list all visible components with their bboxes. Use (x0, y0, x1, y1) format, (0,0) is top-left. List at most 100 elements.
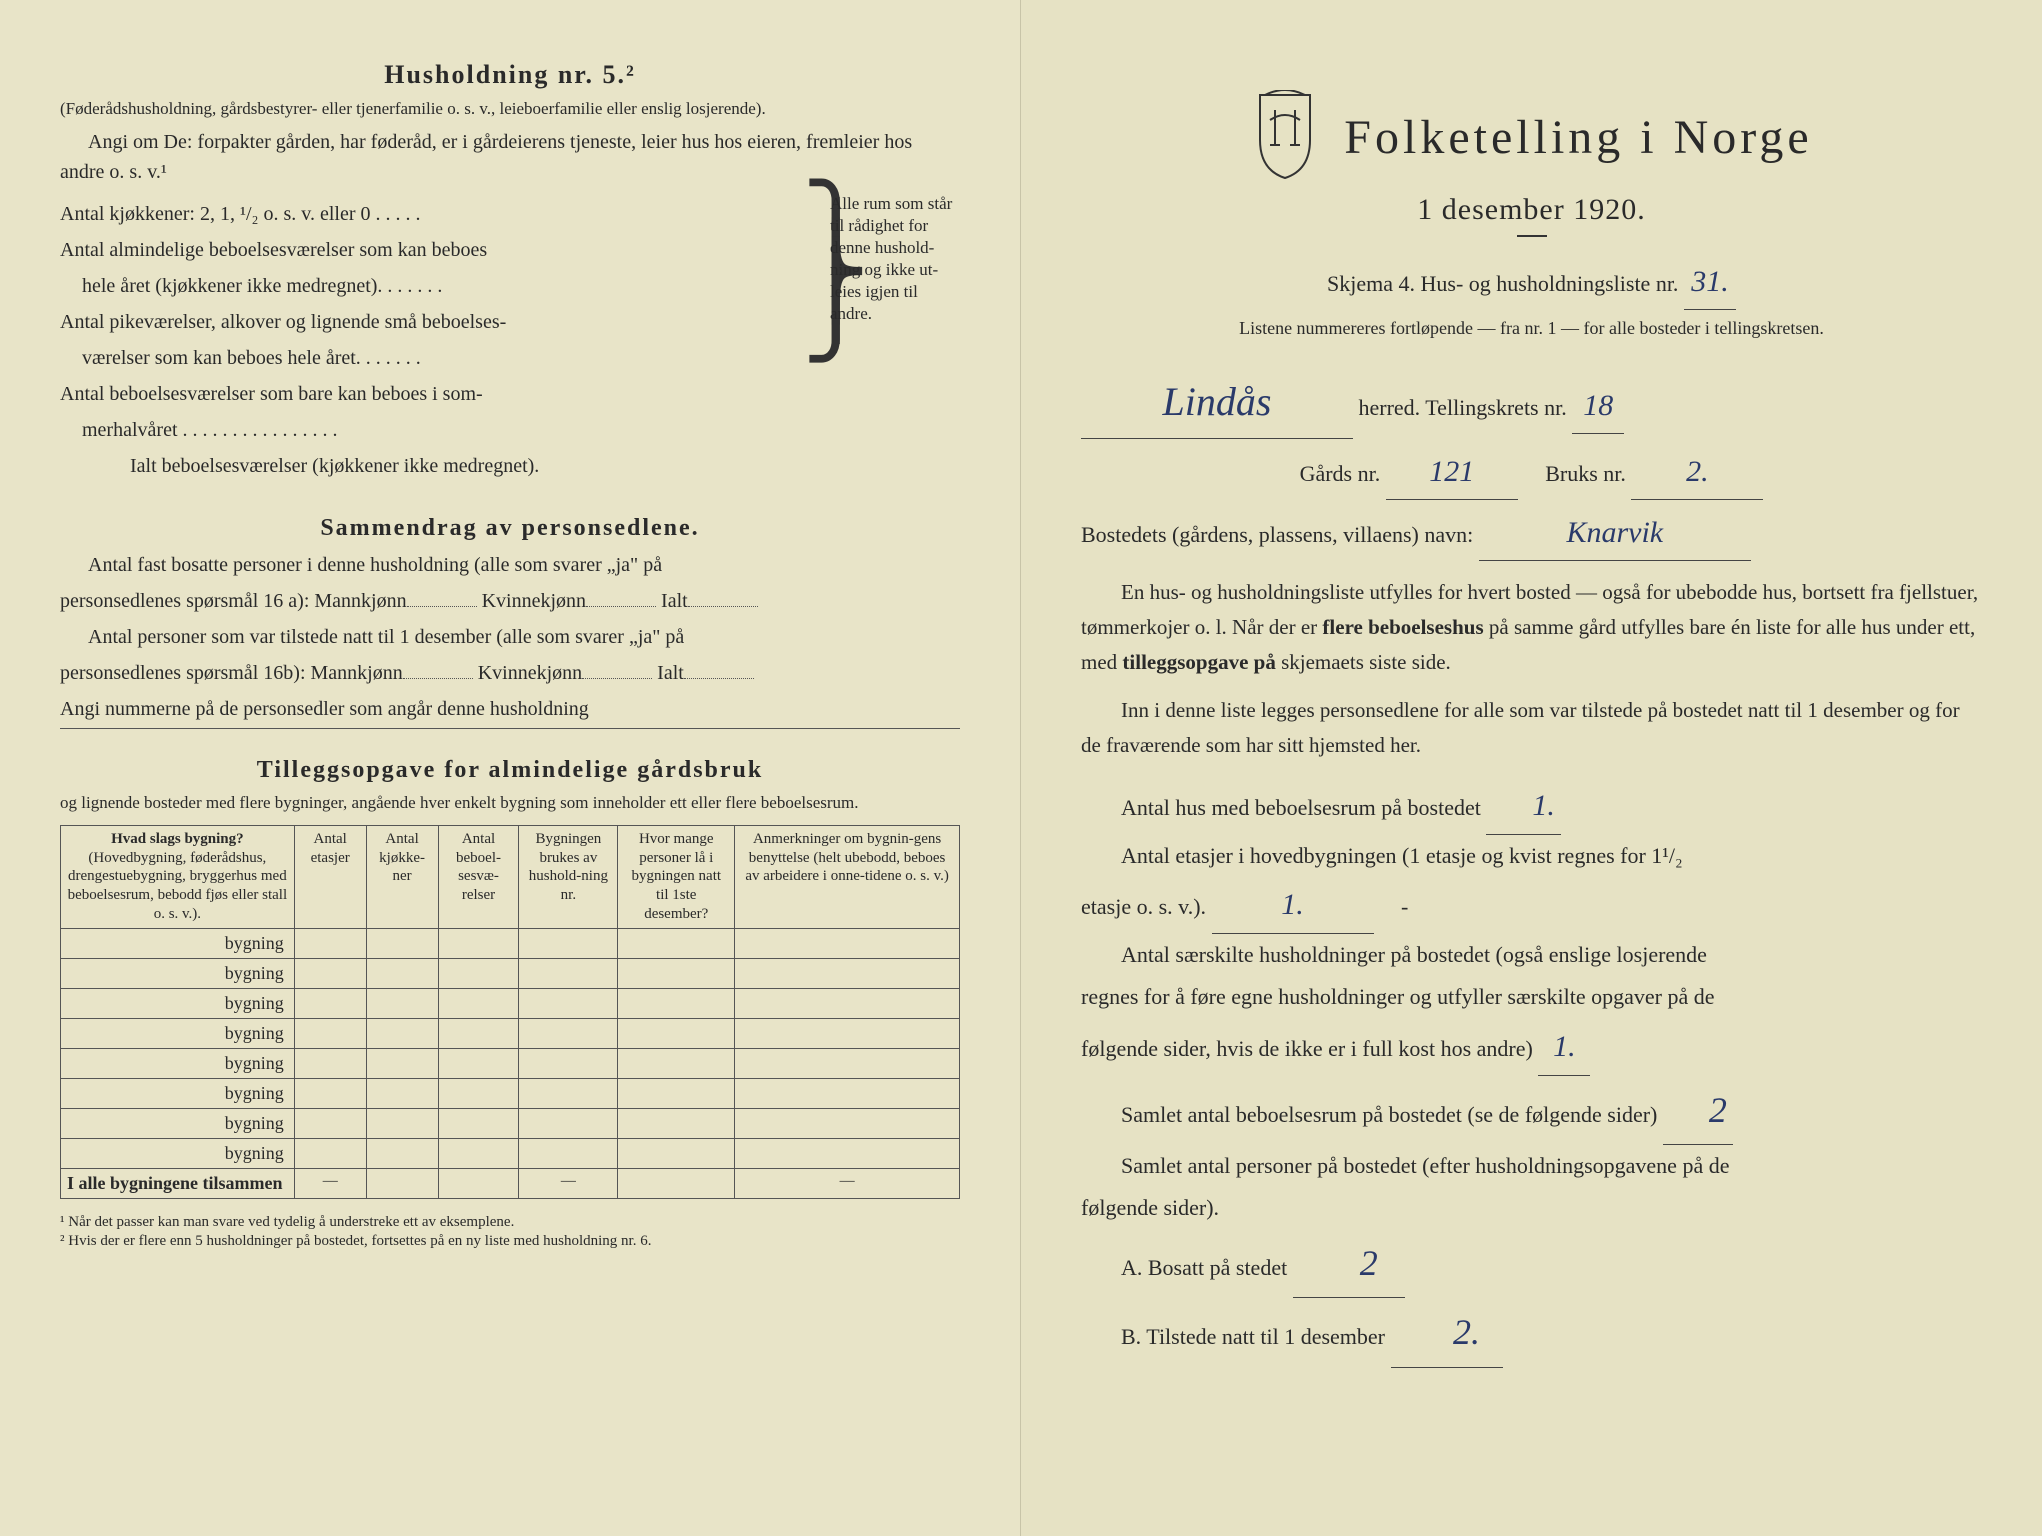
q2b: etasje o. s. v.). (1081, 894, 1206, 919)
sum2b: personsedlenes spørsmål 16b): Mannkjønn (60, 662, 403, 684)
q2b-line: etasje o. s. v.). 1. - (1081, 876, 1982, 934)
table-row: bygning (61, 1048, 960, 1078)
th1sub: (Hovedbygning, føderådshus, drengestueby… (68, 850, 288, 922)
th3: Antal kjøkke-ner (366, 825, 438, 928)
gards-line: Gårds nr. 121 Bruks nr. 2. (1081, 445, 1982, 500)
qA-label: A. Bosatt på stedet (1121, 1255, 1287, 1280)
q1: Antal hus med beboelsesrum på bostedet 1… (1081, 777, 1982, 835)
fn1: ¹ Når det passer kan man svare ved tydel… (60, 1213, 960, 1233)
sum2d: Ialt (657, 662, 684, 684)
left-page: Husholdning nr. 5.² (Føderådshusholdning… (0, 0, 1021, 1536)
skjema-line: Skjema 4. Hus- og husholdningsliste nr. … (1081, 255, 1982, 310)
rooms-l2a: Antal almindelige beboelsesværelser som … (60, 235, 802, 265)
q4-line: Samlet antal beboelsesrum på bostedet (s… (1081, 1076, 1982, 1145)
th7: Anmerkninger om bygnin-gens benyttelse (… (735, 825, 960, 928)
list-note: Listene nummereres fortløpende — fra nr.… (1081, 316, 1982, 340)
sum2a: Antal personer som var tilstede natt til… (60, 622, 960, 652)
census-date: 1 desember 1920. (1081, 193, 1982, 227)
q1-label: Antal hus med beboelsesrum på bostedet (1121, 795, 1481, 820)
q3c: følgende sider, hvis de ikke er i full k… (1081, 1036, 1533, 1061)
q2a: Antal etasjer i hovedbygningen (1 etasje… (1081, 835, 1982, 877)
qA-value: 2 (1293, 1229, 1405, 1298)
sum3: Angi nummerne på de personsedler som ang… (60, 694, 960, 729)
summary-title: Sammendrag av personsedlene. (60, 515, 960, 542)
bruks-nr: 2. (1631, 445, 1763, 500)
q2-value: 1. (1212, 876, 1374, 934)
q5b: følgende sider). (1081, 1187, 1982, 1229)
table-row: bygning (61, 988, 960, 1018)
th2: Antal etasjer (294, 825, 366, 928)
bosted-line: Bostedets (gårdens, plassens, villaens) … (1081, 506, 1982, 561)
sub-note-2: Angi om De: forpakter gården, har føderå… (60, 127, 960, 187)
th4: Antal beboel-sesvæ-relser (438, 825, 519, 928)
rooms-total: Ialt beboelsesværelser (kjøkkener ikke m… (60, 451, 802, 481)
sum1b: personsedlenes spørsmål 16 a): Mannkjønn (60, 590, 407, 612)
sub-note-1: (Føderådshusholdning, gårdsbestyrer- ell… (60, 98, 960, 121)
q5a: Samlet antal personer på bostedet (efter… (1081, 1145, 1982, 1187)
main-title: Folketelling i Norge (1344, 110, 1812, 165)
q4-value: 2 (1663, 1076, 1733, 1145)
household-heading: Husholdning nr. 5.² (60, 60, 960, 90)
table-row: bygning (61, 1108, 960, 1138)
qB-line: B. Tilstede natt til 1 desember 2. (1081, 1298, 1982, 1367)
coat-of-arms-icon (1250, 90, 1320, 185)
total-label: I alle bygningene tilsammen (61, 1168, 295, 1198)
krets-nr: 18 (1572, 379, 1624, 434)
building-table: Hvad slags bygning? (Hovedbygning, føderå… (60, 825, 960, 1199)
rooms-block: Antal kjøkkener: 2, 1, ¹/₂ o. s. v. elle… (60, 193, 960, 487)
divider (1517, 235, 1547, 237)
list-nr: 31. (1684, 255, 1736, 310)
para1: En hus- og husholdningsliste utfylles fo… (1081, 575, 1982, 679)
rooms-l3a: Antal pikeværelser, alkover og lignende … (60, 307, 802, 337)
qA-line: A. Bosatt på stedet 2 (1081, 1229, 1982, 1298)
tillegg-title: Tilleggsopgave for almindelige gårdsbruk (60, 757, 960, 784)
q3a: Antal særskilte husholdninger på bostede… (1081, 934, 1982, 976)
bosted-name: Knarvik (1479, 506, 1751, 561)
gards-nr: 121 (1386, 445, 1518, 500)
brace-text: Alle rum som står til rådighet for denne… (824, 193, 960, 487)
table-row: bygning (61, 1018, 960, 1048)
sum1-line: personsedlenes spørsmål 16 a): Mannkjønn… (60, 586, 960, 616)
rooms-l4a: Antal beboelsesværelser som bare kan beb… (60, 379, 802, 409)
bruks-label: Bruks nr. (1545, 461, 1626, 486)
rooms-l1: Antal kjøkkener: 2, 1, ¹/₂ o. s. v. elle… (60, 199, 802, 229)
right-page: Folketelling i Norge 1 desember 1920. Sk… (1021, 0, 2042, 1536)
th6: Hvor mange personer lå i bygningen natt … (618, 825, 735, 928)
table-row: bygning (61, 1078, 960, 1108)
rooms-l2b: hele året (kjøkkener ikke medregnet). . … (60, 271, 802, 301)
title-block: Folketelling i Norge 1 desember 1920. (1081, 90, 1982, 237)
skjema-label: Skjema 4. Hus- og husholdningsliste nr. (1327, 271, 1678, 296)
th5: Bygningen brukes av hushold-ning nr. (519, 825, 618, 928)
brace-icon: ⎫⎪⎬⎪⎭ (802, 193, 824, 487)
document-spread: Husholdning nr. 5.² (Føderådshusholdning… (0, 0, 2042, 1536)
sum1a: Antal fast bosatte personer i denne hush… (60, 550, 960, 580)
tillegg-sub: og lignende bosteder med flere bygninger… (60, 792, 960, 815)
rooms-l4b: merhalvåret . . . . . . . . . . . . . . … (60, 415, 802, 445)
gards-label: Gårds nr. (1300, 461, 1381, 486)
rooms-l3b: værelser som kan beboes hele året. . . .… (60, 343, 802, 373)
q3c-line: følgende sider, hvis de ikke er i full k… (1081, 1018, 1982, 1076)
para2: Inn i denne liste legges personsedlene f… (1081, 693, 1982, 762)
q3-value: 1. (1538, 1018, 1590, 1076)
sum1c: Kvinnekjønn (482, 590, 586, 612)
table-row: bygning (61, 958, 960, 988)
qB-label: B. Tilstede natt til 1 desember (1121, 1324, 1385, 1349)
sum2c: Kvinnekjønn (478, 662, 582, 684)
sum1d: Ialt (661, 590, 688, 612)
q4-label: Samlet antal beboelsesrum på bostedet (s… (1121, 1102, 1657, 1127)
footnotes: ¹ Når det passer kan man svare ved tydel… (60, 1213, 960, 1252)
th1: Hvad slags bygning? (111, 831, 244, 847)
table-total-row: I alle bygningene tilsammen ——— (61, 1168, 960, 1198)
q3b: regnes for å føre egne husholdninger og … (1081, 976, 1982, 1018)
table-row: bygning (61, 1138, 960, 1168)
herred-line: Lindås herred. Tellingskrets nr. 18 (1081, 366, 1982, 439)
fn2: ² Hvis der er flere enn 5 husholdninger … (60, 1232, 960, 1252)
table-header-row: Hvad slags bygning? (Hovedbygning, føderå… (61, 825, 960, 928)
herred-label: herred. Tellingskrets nr. (1359, 395, 1567, 420)
qB-value: 2. (1391, 1298, 1503, 1367)
herred-value: Lindås (1081, 366, 1353, 439)
q1-value: 1. (1486, 777, 1561, 835)
table-row: bygning (61, 928, 960, 958)
sum2-line: personsedlenes spørsmål 16b): Mannkjønn … (60, 658, 960, 688)
bosted-label: Bostedets (gårdens, plassens, villaens) … (1081, 522, 1473, 547)
